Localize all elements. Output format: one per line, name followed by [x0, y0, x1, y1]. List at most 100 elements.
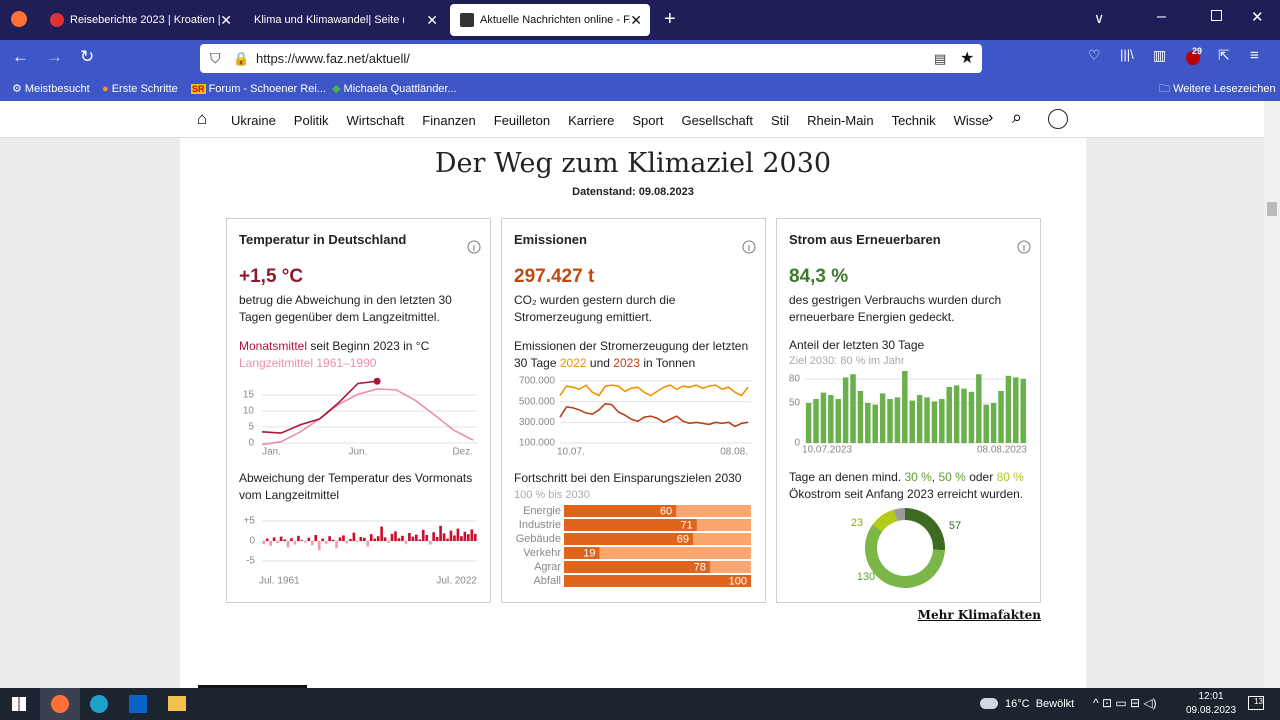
scroll-thumb[interactable]	[1267, 202, 1277, 216]
nav-item[interactable]: Wirtschaft	[346, 113, 405, 128]
url: https://www.faz.net/aktuell/	[256, 51, 410, 66]
chart-title: Anteil der letzten 30 Tage	[789, 338, 925, 352]
card-title: Strom aus Erneuerbaren	[789, 232, 941, 247]
tab[interactable]: Aktuelle Nachrichten online - FAZ ✕	[450, 4, 650, 36]
series-name: Langzeitmittel 1961–1990	[239, 355, 377, 370]
tab-title: Aktuelle Nachrichten online - FAZ	[480, 14, 630, 26]
tab-list[interactable]: ∨	[1094, 10, 1105, 26]
back[interactable]: ←	[12, 47, 29, 66]
weather-icon	[980, 698, 998, 709]
bookmark-label: Forum - Schoener Rei...	[208, 83, 326, 95]
clock-date[interactable]: 09.08.2023	[1185, 705, 1237, 716]
reload[interactable]: ↻	[80, 47, 95, 66]
card-title: Emissionen	[514, 232, 587, 247]
taskbar: 16°C Bewölkt ^ ⊡ ▭ ⊟ ◁) 12:01 09.08.2023…	[0, 688, 1280, 720]
card-text: des gestrigen Verbrauchs wurden durch er…	[789, 293, 1002, 324]
chart-title: Fortschritt bei den Einsparungszielen 20…	[514, 471, 742, 485]
sidebar[interactable]: ▥	[1153, 47, 1167, 63]
chart-subtitle: 100 % bis 2030	[514, 489, 590, 501]
app-firefox[interactable]	[40, 688, 80, 720]
ublock[interactable]	[1186, 51, 1200, 65]
bookmark-folder[interactable]: 🗀 Weitere Lesezeichen	[1159, 83, 1276, 95]
page-element	[198, 685, 307, 688]
bookmark[interactable]: ● Erste Schritte	[102, 83, 178, 95]
extensions[interactable]: ⇱	[1218, 47, 1230, 63]
chart-title: Abweichung der Temperatur des Vormonats …	[239, 471, 473, 502]
nav-item[interactable]: Stil	[771, 113, 790, 128]
forward[interactable]: →	[46, 47, 63, 66]
badge: 29	[1192, 46, 1203, 56]
tab-bar: Reiseberichte 2023 | Kroatien | Adria✕ K…	[0, 0, 1280, 40]
card-title: Temperatur in Deutschland	[239, 232, 407, 247]
nav-item[interactable]: Rhein-Main	[807, 113, 874, 128]
nav-more[interactable]: ›	[988, 109, 994, 126]
nav-item[interactable]: Wisse	[953, 113, 990, 128]
search[interactable]: ⌕	[1012, 107, 1023, 127]
caption-part: Tage an denen mind.	[789, 470, 902, 484]
tray-icons[interactable]: ^ ⊡ ▭ ⊟ ◁)	[1093, 696, 1157, 710]
nav-item[interactable]: Ukraine	[231, 113, 276, 128]
bookmark[interactable]: ⚙ Meistbesucht	[12, 83, 90, 95]
minimize[interactable]: –	[1157, 8, 1166, 25]
menu[interactable]: ≡	[1250, 47, 1259, 64]
home[interactable]: ⌂	[197, 109, 208, 128]
card-text: CO₂ wurden gestern durch die Stromerzeug…	[514, 293, 676, 324]
scrollbar	[1264, 101, 1280, 688]
restore[interactable]	[1211, 10, 1222, 21]
nav-item[interactable]: Gesellschaft	[681, 113, 754, 128]
page-date: Datenstand: 09.08.2023	[572, 186, 694, 198]
notifications[interactable]: 13	[1248, 696, 1264, 710]
page-title: Der Weg zum Klimaziel 2030	[434, 148, 832, 179]
new-tab[interactable]: +	[664, 8, 676, 30]
tab[interactable]: Reiseberichte 2023 | Kroatien | Adria✕	[40, 4, 240, 36]
weather[interactable]: 16°C Bewölkt	[1005, 698, 1075, 710]
card-value: 84,3 %	[789, 266, 849, 287]
caption-part: 30 %	[904, 470, 932, 484]
card-value: 297.427 t	[514, 266, 595, 287]
tab-title: Reiseberichte 2023 | Kroatien | Adria	[70, 14, 220, 26]
firefox-menu[interactable]	[11, 11, 27, 27]
site-nav: ⌂ › ⌕	[0, 101, 1264, 138]
caption-part: 50 %	[938, 470, 966, 484]
chart-title: Emissionen der Stromerzeugung der letzte…	[514, 338, 754, 371]
caption-part: 80 %	[996, 470, 1024, 484]
title-part: Emissionen der Stromerzeugung der letzte…	[514, 339, 749, 370]
more-link[interactable]: Mehr Klimafakten	[917, 608, 1041, 622]
tab[interactable]: Klima und Klimawandel| Seite (Seite)✕	[244, 4, 446, 36]
card-value: +1,5 °C	[239, 266, 304, 287]
bookmark-label: Weitere Lesezeichen	[1173, 83, 1276, 95]
account[interactable]	[1048, 109, 1068, 129]
bookmark[interactable]: ◆ Michaela Quattländer...	[332, 83, 457, 95]
app-edge[interactable]	[90, 695, 108, 713]
url-bar[interactable]: ⛉ 🔒 https://www.faz.net/aktuell/ ▤ ★	[200, 44, 982, 73]
nav-item[interactable]: Sport	[632, 113, 664, 128]
clock-time[interactable]: 12:01	[1198, 691, 1224, 702]
series-name: 2023	[613, 355, 640, 370]
nav-item[interactable]: Technik	[891, 113, 936, 128]
close[interactable]: ✕	[1251, 9, 1264, 26]
pocket[interactable]: ♡	[1088, 47, 1101, 63]
title-part: und	[589, 355, 610, 370]
nav-item[interactable]: Karriere	[568, 113, 615, 128]
bookmark-label: Meistbesucht	[24, 83, 90, 95]
card-text: betrug die Abweichung in den letzten 30 …	[239, 293, 452, 324]
caption-part: ,	[931, 470, 936, 484]
chart-subtitle: Ziel 2030: 80 % im Jahr	[789, 355, 905, 367]
bookmark[interactable]: SR Forum - Schoener Rei...	[191, 83, 326, 95]
start[interactable]	[12, 697, 26, 711]
app-outlook[interactable]	[129, 695, 147, 713]
bookmark-label: Michaela Quattländer...	[343, 83, 457, 95]
nav-item[interactable]: Politik	[293, 113, 329, 128]
app-explorer[interactable]	[168, 696, 186, 711]
tab-title: Klima und Klimawandel| Seite (Seite)	[254, 14, 404, 26]
nav-list: Ukraine Politik Wirtschaft Finanzen Feuillet…	[231, 113, 989, 128]
bookmark-label: Erste Schritte	[111, 83, 178, 95]
nav-item[interactable]: Finanzen	[422, 113, 476, 128]
library[interactable]: |||\	[1120, 47, 1134, 62]
series-name: Monatsmittel	[239, 339, 308, 353]
caption-part: Ökostrom seit Anfang 2023 erreicht wurde…	[789, 486, 1024, 501]
series-name: 2022	[559, 355, 587, 370]
nav-item[interactable]: Feuilleton	[493, 113, 551, 128]
